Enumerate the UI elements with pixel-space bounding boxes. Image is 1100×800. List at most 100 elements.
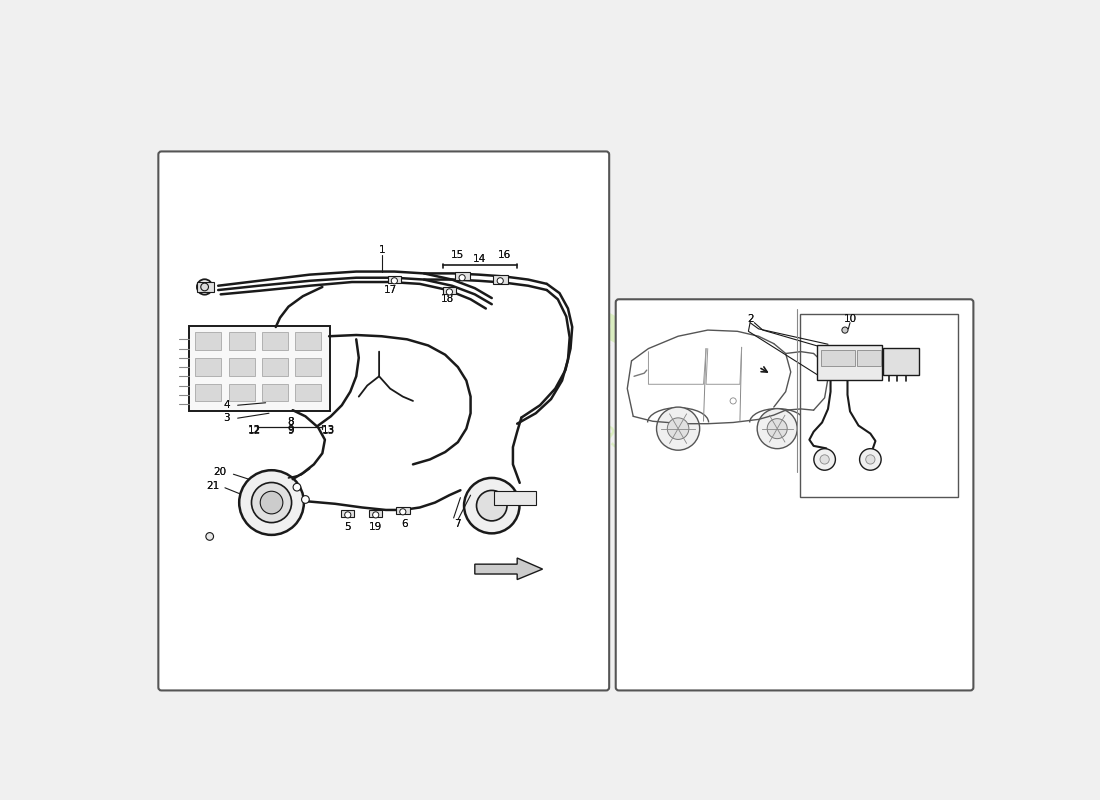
- FancyBboxPatch shape: [454, 272, 470, 281]
- FancyBboxPatch shape: [295, 384, 321, 401]
- Text: 6: 6: [402, 519, 408, 529]
- FancyBboxPatch shape: [262, 358, 288, 375]
- FancyBboxPatch shape: [494, 491, 536, 505]
- Text: 8: 8: [288, 418, 295, 427]
- Text: 12: 12: [248, 426, 261, 436]
- FancyBboxPatch shape: [262, 384, 288, 401]
- Text: 12: 12: [248, 426, 261, 435]
- Text: 2: 2: [747, 314, 754, 324]
- FancyBboxPatch shape: [857, 350, 881, 366]
- Text: 9: 9: [288, 426, 295, 435]
- Text: 7: 7: [454, 519, 461, 529]
- FancyBboxPatch shape: [396, 506, 409, 514]
- FancyBboxPatch shape: [442, 287, 456, 294]
- Text: 15: 15: [451, 250, 464, 260]
- Circle shape: [657, 407, 700, 450]
- FancyBboxPatch shape: [368, 510, 383, 518]
- Text: 5: 5: [344, 522, 351, 532]
- Circle shape: [464, 478, 519, 534]
- Text: europares: europares: [560, 289, 957, 544]
- Text: 4: 4: [223, 400, 230, 410]
- Text: 16: 16: [498, 250, 512, 260]
- Text: 8: 8: [288, 418, 295, 427]
- FancyBboxPatch shape: [188, 326, 330, 411]
- Text: 17: 17: [384, 285, 397, 295]
- FancyBboxPatch shape: [196, 358, 221, 375]
- Circle shape: [447, 289, 452, 295]
- Text: 20: 20: [213, 466, 227, 477]
- Circle shape: [392, 278, 397, 284]
- Text: 20: 20: [213, 466, 227, 477]
- FancyBboxPatch shape: [262, 332, 288, 350]
- Circle shape: [373, 512, 378, 518]
- Text: 14: 14: [472, 254, 486, 264]
- Text: 6: 6: [402, 519, 408, 529]
- Text: 8: 8: [288, 418, 295, 427]
- Text: 10: 10: [844, 314, 857, 324]
- Text: 9: 9: [288, 426, 295, 435]
- Text: 10: 10: [844, 314, 857, 324]
- Circle shape: [866, 455, 874, 464]
- FancyBboxPatch shape: [229, 358, 254, 375]
- Circle shape: [767, 418, 788, 438]
- Text: 21: 21: [207, 481, 220, 491]
- Polygon shape: [475, 558, 542, 579]
- Circle shape: [497, 278, 504, 284]
- Circle shape: [197, 279, 212, 294]
- Circle shape: [239, 470, 304, 535]
- Text: 12: 12: [248, 426, 261, 435]
- Text: 14: 14: [472, 254, 486, 264]
- Text: 21: 21: [207, 481, 220, 491]
- Text: 13: 13: [321, 426, 334, 435]
- Circle shape: [859, 449, 881, 470]
- FancyBboxPatch shape: [229, 384, 254, 401]
- FancyBboxPatch shape: [387, 276, 402, 283]
- Circle shape: [730, 398, 736, 404]
- Text: 18: 18: [441, 294, 454, 304]
- Text: 1: 1: [378, 245, 385, 255]
- FancyBboxPatch shape: [883, 348, 918, 375]
- FancyBboxPatch shape: [616, 299, 974, 690]
- Circle shape: [301, 496, 309, 503]
- Text: 13: 13: [321, 426, 334, 436]
- Circle shape: [757, 409, 798, 449]
- Circle shape: [261, 491, 283, 514]
- FancyBboxPatch shape: [341, 510, 354, 518]
- Circle shape: [668, 418, 689, 439]
- Text: 3: 3: [223, 413, 230, 422]
- Circle shape: [206, 533, 213, 540]
- Circle shape: [344, 512, 351, 518]
- Text: 3: 3: [223, 413, 230, 422]
- Circle shape: [399, 509, 406, 515]
- Circle shape: [252, 482, 292, 522]
- FancyBboxPatch shape: [197, 282, 213, 292]
- Text: 13: 13: [321, 426, 334, 435]
- Circle shape: [201, 283, 209, 291]
- Circle shape: [476, 490, 507, 521]
- Text: 16: 16: [498, 250, 512, 260]
- FancyBboxPatch shape: [196, 332, 221, 350]
- FancyBboxPatch shape: [229, 332, 254, 350]
- Circle shape: [814, 449, 835, 470]
- Text: 2: 2: [747, 314, 754, 324]
- Text: 18: 18: [441, 294, 454, 304]
- Text: 4: 4: [223, 400, 230, 410]
- FancyBboxPatch shape: [295, 358, 321, 375]
- FancyBboxPatch shape: [800, 314, 958, 497]
- Circle shape: [293, 483, 300, 491]
- FancyBboxPatch shape: [817, 345, 882, 380]
- Text: 1: 1: [378, 245, 385, 255]
- Text: 19: 19: [370, 522, 383, 532]
- Circle shape: [842, 327, 848, 333]
- FancyBboxPatch shape: [158, 151, 609, 690]
- Text: a passion for parts since 1985: a passion for parts since 1985: [548, 394, 969, 636]
- Circle shape: [820, 455, 829, 464]
- FancyBboxPatch shape: [493, 275, 508, 283]
- Text: 15: 15: [451, 250, 464, 260]
- Text: 19: 19: [370, 522, 383, 532]
- FancyBboxPatch shape: [822, 350, 855, 366]
- Text: 7: 7: [454, 519, 461, 529]
- FancyBboxPatch shape: [295, 332, 321, 350]
- Text: 17: 17: [384, 285, 397, 295]
- Circle shape: [459, 274, 465, 281]
